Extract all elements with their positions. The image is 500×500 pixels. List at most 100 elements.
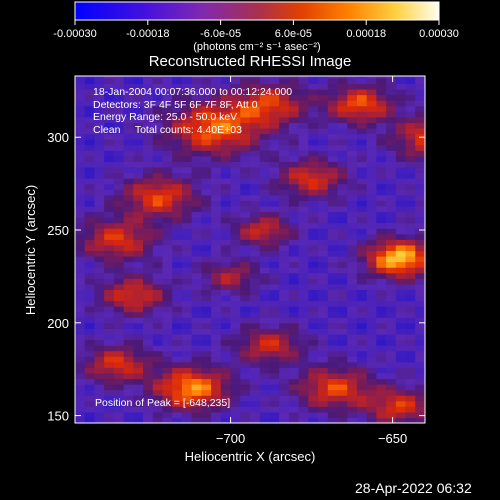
heatmap-cell: [386, 283, 397, 290]
heatmap-cell: [337, 189, 348, 196]
heatmap-cell: [230, 122, 241, 129]
heatmap-cell: [84, 83, 96, 90]
heatmap-cell: [191, 205, 202, 213]
heatmap-cell: [327, 367, 339, 374]
heatmap-cell: [318, 367, 329, 374]
heatmap-cell: [386, 317, 397, 324]
heatmap-cell: [230, 395, 241, 402]
heatmap-cell: [162, 200, 173, 207]
heatmap-cell: [75, 283, 86, 290]
heatmap-cell: [356, 372, 368, 380]
heatmap-cell: [386, 406, 397, 413]
heatmap-cell: [298, 272, 309, 279]
heatmap-cell: [172, 300, 183, 307]
heatmap-cell: [318, 116, 329, 123]
heatmap-cell: [366, 406, 377, 413]
heatmap-cell: [376, 105, 387, 112]
heatmap-cell: [298, 267, 309, 274]
heatmap-cell: [211, 222, 222, 229]
heatmap-cell: [191, 278, 202, 285]
heatmap-cell: [84, 88, 96, 96]
heatmap-cell: [123, 278, 134, 285]
heatmap-cell: [94, 350, 105, 357]
heatmap-cell: [259, 194, 271, 201]
colorbar-ticks: -0.00030 -0.00018 -6.0e-05 6.0e-05 0.00018 0.…: [53, 20, 459, 40]
heatmap-cell: [259, 77, 271, 85]
heatmap-cell: [288, 228, 300, 235]
heatmap-cell: [133, 339, 144, 346]
heatmap-cell: [279, 222, 290, 229]
heatmap-cell: [172, 194, 183, 201]
heatmap-cell: [376, 211, 387, 218]
heatmap-cell: [405, 76, 416, 79]
heatmap-cell: [298, 261, 309, 268]
heatmap-cell: [220, 300, 232, 307]
heatmap-cell: [191, 411, 202, 419]
heatmap-cell: [337, 345, 348, 352]
heatmap-cell: [75, 372, 86, 380]
heatmap-cell: [75, 272, 86, 279]
heatmap-cell: [415, 94, 425, 101]
heatmap-cell: [172, 350, 183, 357]
heatmap-cell: [75, 378, 86, 385]
heatmap-cell: [250, 77, 261, 85]
heatmap-cell: [143, 311, 154, 318]
heatmap-cell: [250, 361, 261, 368]
heatmap-cell: [133, 328, 144, 335]
heatmap-cell: [104, 333, 115, 341]
heatmap-cell: [356, 200, 368, 207]
heatmap-cell: [162, 417, 173, 423]
heatmap-cell: [376, 205, 387, 213]
heatmap-cell: [201, 350, 212, 357]
heatmap-cell: [415, 161, 425, 168]
heatmap-cell: [211, 278, 222, 285]
heatmap-cell: [201, 116, 212, 123]
heatmap-cell: [318, 83, 329, 90]
heatmap-cell: [259, 189, 271, 196]
heatmap-cell: [356, 272, 368, 279]
heatmap-cell: [84, 289, 96, 296]
heatmap-cell: [250, 283, 261, 290]
heatmap-cell: [298, 367, 309, 374]
heatmap-cell: [191, 100, 202, 107]
heatmap-cell: [94, 111, 105, 118]
heatmap-cell: [269, 105, 280, 112]
heatmap-cell: [240, 133, 251, 140]
heatmap-cell: [366, 83, 377, 90]
heatmap-cell: [152, 172, 164, 179]
heatmap-cell: [366, 294, 377, 302]
heatmap-cell: [220, 350, 232, 357]
heatmap-cell: [191, 255, 202, 263]
heatmap-cell: [133, 116, 144, 123]
heatmap-cell: [94, 339, 105, 346]
heatmap-cell: [337, 205, 348, 213]
heatmap-cell: [405, 83, 416, 90]
heatmap-cell: [395, 133, 407, 140]
heatmap-cell: [308, 400, 319, 407]
heatmap-cell: [143, 278, 154, 285]
heatmap-cell: [191, 300, 202, 307]
heatmap-cell: [230, 406, 241, 413]
heatmap-cell: [405, 122, 416, 129]
heatmap-cell: [191, 261, 202, 268]
heatmap-cell: [259, 384, 271, 391]
heatmap-cell: [298, 339, 309, 346]
heatmap-cell: [172, 306, 183, 313]
heatmap-cell: [395, 400, 407, 407]
heatmap-cell: [347, 406, 358, 413]
heatmap-cell: [162, 94, 173, 101]
heatmap-cell: [211, 372, 222, 380]
heatmap-cell: [347, 233, 358, 240]
heatmap-cell: [75, 306, 86, 313]
heatmap-cell: [327, 350, 339, 357]
heatmap-cell: [133, 294, 144, 302]
heatmap-cell: [172, 417, 183, 423]
heatmap-cell: [113, 217, 125, 224]
heatmap-cell: [113, 239, 125, 246]
heatmap-cell: [113, 161, 125, 168]
heatmap-cell: [230, 233, 241, 240]
heatmap-cell: [337, 283, 348, 290]
heatmap-cell: [123, 250, 134, 257]
heatmap-cell: [94, 306, 105, 313]
heatmap-cell: [143, 378, 154, 385]
